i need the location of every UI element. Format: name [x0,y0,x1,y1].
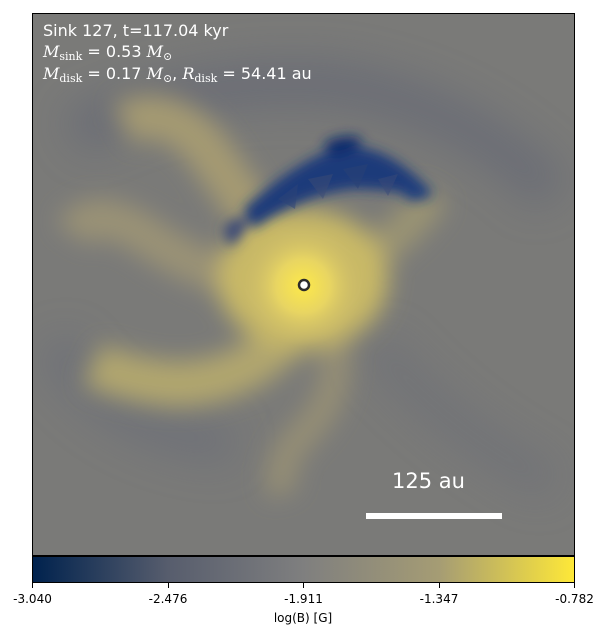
disk-info-line: Mdisk = 0.17 M⊙, Rdisk = 54.41 au [43,64,312,85]
msink-symbol: M [43,42,60,61]
colorbar [32,556,575,583]
scalebar [366,513,502,519]
mdisk-sub: disk [59,72,83,85]
mdisk-unit: M [146,64,163,83]
shock-front-facets [278,164,398,209]
sink-particle-marker [297,278,311,292]
colorbar-tick [32,583,33,588]
msink-sub: sink [59,50,83,63]
msink-sun-sub: ⊙ [163,50,173,63]
rdisk-value: = 54.41 [217,64,287,83]
msink-unit: M [146,42,163,61]
sink-title: Sink 127, t=117.04 kyr [43,21,229,40]
msink-value: = 0.53 [82,42,142,61]
colorbar-tick-label: -1.911 [284,592,323,606]
colorbar-tick [303,583,304,588]
colorbar-tick-label: -2.476 [148,592,188,606]
colorbar-tick [438,583,440,588]
rdisk-sub: disk [194,72,218,85]
colorbar-tick [574,583,575,588]
sink-mass-line: Msink = 0.53 M⊙ [43,41,172,67]
colorbar-tick [167,583,169,588]
colorbar-label: log(B) [G] [273,611,333,625]
magnetic-field-map [32,13,575,556]
colorbar-tick-label: -3.040 [13,592,52,606]
colorbar-tick-label: -0.782 [555,592,594,606]
mdisk-value: = 0.17 [82,64,142,83]
sink-info-line: Sink 127, t=117.04 kyr [43,20,228,41]
mdisk-sun-sub: ⊙ [162,72,173,85]
colorbar-tick-label: -1.347 [419,592,459,606]
mdisk-symbol: M [43,64,60,83]
strong-field-region [223,136,433,246]
scalebar-label: 125 au [392,469,465,493]
rdisk-unit: au [291,64,312,83]
rdisk-symbol: R [182,64,195,83]
